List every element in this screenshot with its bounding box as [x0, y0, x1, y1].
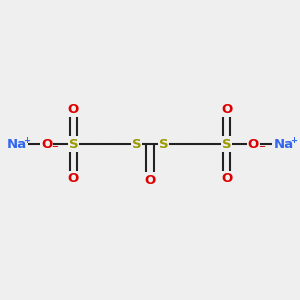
Text: O: O	[221, 172, 232, 185]
Text: +: +	[290, 136, 297, 145]
Text: S: S	[69, 137, 78, 151]
Text: O: O	[68, 103, 79, 116]
Text: O: O	[68, 172, 79, 185]
Text: +: +	[23, 136, 30, 145]
Text: S: S	[159, 137, 168, 151]
Text: −: −	[258, 142, 265, 151]
Text: O: O	[41, 137, 52, 151]
Text: Na: Na	[273, 137, 294, 151]
Text: O: O	[248, 137, 259, 151]
Text: O: O	[144, 173, 156, 187]
Text: S: S	[132, 137, 141, 151]
Text: O: O	[221, 103, 232, 116]
Text: −: −	[51, 142, 58, 151]
Text: S: S	[222, 137, 231, 151]
Text: Na: Na	[6, 137, 27, 151]
